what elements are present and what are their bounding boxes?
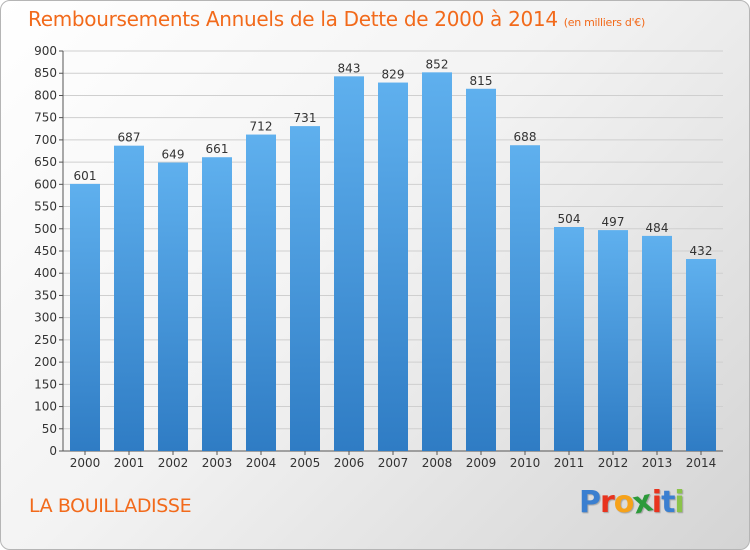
x-tick-label: 2013 [642, 456, 673, 470]
bar-2001 [114, 145, 144, 451]
commune-name: LA BOUILLADISSE [29, 495, 192, 517]
bar-2014 [686, 259, 716, 451]
bar-value-label: 843 [338, 61, 361, 75]
bar-2009 [466, 88, 496, 452]
bar-value-label: 432 [690, 244, 713, 258]
x-tick-label: 2005 [290, 456, 321, 470]
y-tick-label: 0 [49, 444, 57, 458]
y-tick-label: 50 [42, 422, 57, 436]
y-tick-label: 300 [34, 311, 57, 325]
x-tick-label: 2003 [202, 456, 233, 470]
bar-2004 [246, 134, 276, 452]
bar-2007 [378, 82, 408, 452]
bar-value-label: 687 [118, 131, 141, 145]
chart-unit: (en milliers d'€) [563, 16, 645, 29]
bar-value-label: 497 [602, 215, 625, 229]
bar-2000 [70, 183, 100, 451]
bar-value-label: 649 [162, 148, 185, 162]
x-tick-labels: 2000 2001 2002 2003 2004 2005 2006 2007 2008 2009… [70, 451, 717, 470]
y-tick-label: 900 [34, 44, 57, 58]
y-tick-label: 250 [34, 333, 57, 347]
bar-2008 [422, 72, 452, 451]
y-tick-labels: 0 50 100 150 200 250 300 350 400 450 500 550 600 650 7… [34, 44, 63, 458]
logo-letter: i [674, 485, 684, 520]
bar-value-label: 852 [426, 57, 449, 71]
x-tick-label: 2014 [686, 456, 717, 470]
bar-2003 [202, 157, 232, 451]
bar-value-label: 484 [646, 221, 669, 235]
y-tick-label: 800 [34, 88, 57, 102]
logo-letter: P [579, 485, 601, 520]
bar-2002 [158, 162, 188, 452]
y-tick-label: 500 [34, 222, 57, 236]
logo-letter: o [613, 485, 635, 520]
x-tick-label: 2006 [334, 456, 365, 470]
bar-2012 [598, 230, 628, 451]
y-tick-label: 350 [34, 288, 57, 302]
bar-value-label: 712 [250, 120, 273, 134]
chart-title: Remboursements Annuels de la Dette de 20… [28, 7, 645, 31]
y-tick-label: 600 [34, 177, 57, 191]
bar-2010 [510, 145, 540, 451]
bar-value-label: 661 [206, 142, 229, 156]
bar-2013 [642, 235, 672, 451]
y-tick-label: 450 [34, 244, 57, 258]
x-tick-label: 2010 [510, 456, 541, 470]
bar-2011 [554, 227, 584, 451]
x-tick-label: 2000 [70, 456, 101, 470]
y-tick-label: 700 [34, 133, 57, 147]
chart-title-text: Remboursements Annuels de la Dette de 20… [28, 7, 558, 31]
bar-value-label: 815 [470, 74, 493, 88]
y-tick-label: 400 [34, 266, 57, 280]
logo-letter: t [661, 485, 675, 520]
y-tick-label: 650 [34, 155, 57, 169]
x-tick-label: 2011 [554, 456, 585, 470]
bars [70, 72, 716, 452]
y-tick-label: 550 [34, 200, 57, 214]
x-tick-label: 2009 [466, 456, 497, 470]
bar-value-label: 731 [294, 111, 317, 125]
y-tick-label: 100 [34, 400, 57, 414]
proxiti-logo: Proxiti [579, 483, 685, 521]
bar-value-label: 829 [382, 68, 405, 82]
bar-value-label: 688 [514, 130, 537, 144]
bar-value-label: 601 [74, 169, 97, 183]
x-tick-label: 2012 [598, 456, 629, 470]
bar-value-label: 504 [558, 212, 581, 226]
logo-letter: r [600, 485, 615, 520]
x-tick-label: 2002 [158, 456, 189, 470]
logo-letter: i [651, 485, 662, 520]
y-tick-label: 150 [34, 377, 57, 391]
x-tick-label: 2001 [114, 456, 145, 470]
bar-2005 [290, 126, 320, 451]
bar-value-labels: 601 687 649 661 712 731 843 829 852 815 688 504 497 4… [74, 57, 713, 258]
bar-2006 [334, 76, 364, 451]
y-tick-label: 850 [34, 66, 57, 80]
x-tick-label: 2004 [246, 456, 277, 470]
x-tick-label: 2008 [422, 456, 453, 470]
x-tick-label: 2007 [378, 456, 409, 470]
y-tick-label: 750 [34, 111, 57, 125]
y-tick-label: 200 [34, 355, 57, 369]
